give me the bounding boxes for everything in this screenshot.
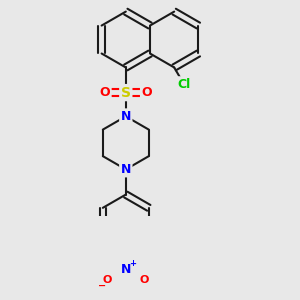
Text: O: O [141, 86, 152, 99]
Text: O: O [103, 275, 112, 286]
Text: Cl: Cl [177, 78, 190, 91]
Text: N: N [121, 163, 131, 176]
Text: O: O [100, 86, 110, 99]
Text: +: + [129, 259, 136, 268]
Text: S: S [121, 85, 131, 100]
Text: N: N [121, 110, 131, 123]
Text: N: N [121, 263, 131, 277]
Text: −: − [98, 281, 106, 291]
Text: O: O [139, 275, 148, 286]
